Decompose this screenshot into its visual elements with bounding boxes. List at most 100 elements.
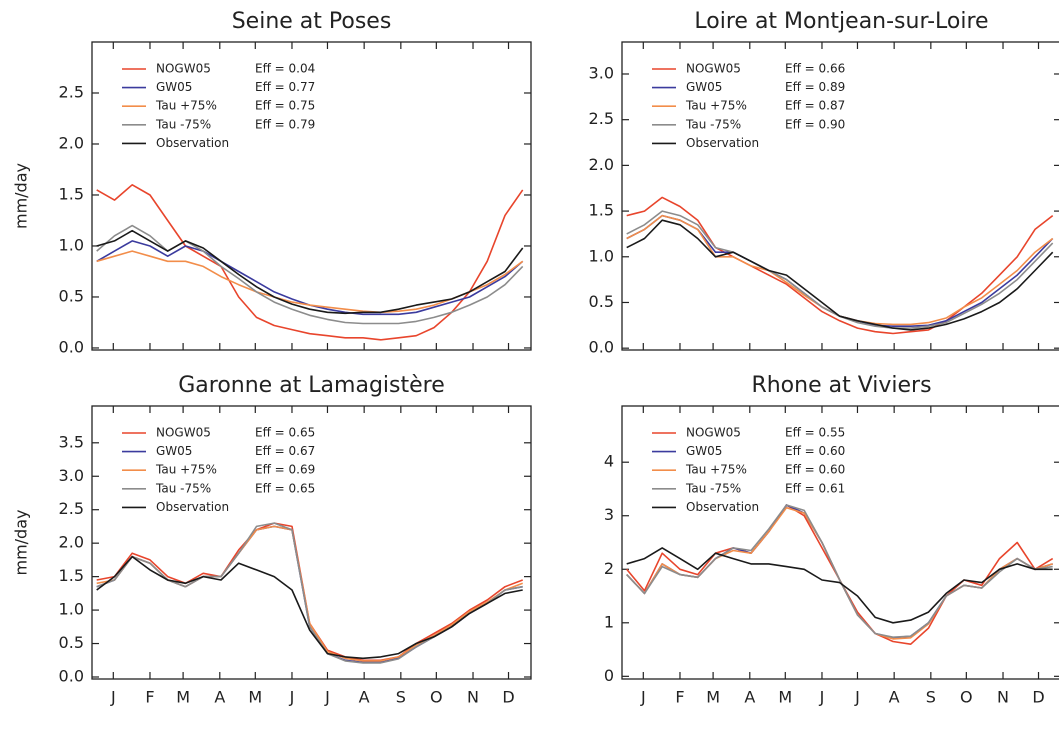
legend-annotation: Eff = 0.65 — [255, 481, 315, 495]
legend-label: Tau +75% — [685, 99, 747, 113]
legend-label: Tau +75% — [155, 463, 217, 477]
x-tick-label: J — [324, 688, 330, 707]
legend-label: NOGW05 — [156, 62, 211, 76]
y-tick-label: 2.5 — [59, 499, 84, 518]
legend-annotation: Eff = 0.61 — [785, 481, 845, 495]
y-tick-label: 2.0 — [59, 133, 84, 152]
legend-annotation: Eff = 0.67 — [255, 444, 315, 458]
legend-label: Tau +75% — [155, 99, 217, 113]
legend-label: Tau +75% — [685, 463, 747, 477]
y-tick-label: 2.5 — [589, 109, 614, 128]
panel: Garonne at Lamagistère mm/day 0.0 0.5 1.0 1.5… — [12, 373, 532, 707]
plot-frame — [91, 41, 532, 351]
x-tick-label: A — [889, 688, 900, 707]
legend-label: Observation — [156, 500, 229, 514]
x-tick-label: J — [640, 688, 646, 707]
series-line — [626, 219, 1054, 331]
legend-annotation: Eff = 0.04 — [255, 62, 315, 76]
series-line — [96, 555, 523, 660]
y-tick-label: 1.0 — [589, 246, 614, 265]
series-line — [626, 196, 1054, 335]
x-tick-label: J — [854, 688, 860, 707]
x-tick-label: N — [997, 688, 1009, 707]
panel-title: Rhone at Viviers — [751, 373, 931, 398]
legend-label: GW05 — [686, 444, 722, 458]
legend: NOGW05 Eff = 0.04 GW05 Eff = 0.77 Tau +75% Ef… — [122, 62, 315, 150]
legend-annotation: Eff = 0.79 — [255, 117, 315, 131]
plot-area — [96, 522, 523, 664]
series-line — [626, 504, 1054, 645]
x-tick-label: J — [110, 688, 116, 707]
y-tick-label: 0.0 — [59, 337, 84, 356]
legend-annotation: Eff = 0.77 — [255, 80, 315, 94]
legend-label: Tau -75% — [685, 117, 741, 131]
legend-annotation: Eff = 0.60 — [785, 463, 845, 477]
legend: NOGW05 Eff = 0.55 GW05 Eff = 0.60 Tau +75% Ef… — [652, 426, 845, 514]
y-tick-label: 3.0 — [59, 466, 84, 485]
y-tick-label: 2.5 — [59, 82, 84, 101]
legend-label: GW05 — [686, 80, 722, 94]
plot-area — [626, 196, 1054, 335]
y-tick-label: 0.0 — [589, 338, 614, 357]
legend: NOGW05 Eff = 0.66 GW05 Eff = 0.89 Tau +75% Ef… — [652, 62, 845, 150]
x-tick-label: D — [502, 688, 514, 707]
x-tick-label: J — [289, 688, 295, 707]
legend-label: Observation — [686, 500, 759, 514]
series-line — [96, 522, 523, 662]
x-tick-label: A — [359, 688, 370, 707]
y-tick-label: 3.0 — [589, 63, 614, 82]
legend-label: Tau -75% — [685, 481, 741, 495]
series-line — [96, 184, 524, 341]
y-tick-label: 1.5 — [59, 184, 84, 203]
x-tick-label: O — [960, 688, 973, 707]
y-axis-label: mm/day — [12, 510, 31, 576]
plot-frame — [621, 405, 1059, 680]
y-tick-label: 2.0 — [59, 533, 84, 552]
plot-area — [626, 504, 1054, 645]
x-tick-label: M — [778, 688, 792, 707]
y-tick-label: 3.5 — [59, 432, 84, 451]
series-line — [626, 504, 1053, 638]
x-tick-label: S — [396, 688, 406, 707]
series-line — [96, 522, 523, 664]
y-tick-label: 0.0 — [59, 666, 84, 685]
panel: Rhone at Viviers 0 1 2 3 4 J F M A M J J A S O N D NOGW05 E… — [604, 373, 1059, 707]
series-line — [96, 229, 524, 315]
y-tick-label: 4 — [604, 452, 614, 471]
y-tick-label: 2.0 — [589, 155, 614, 174]
series-line — [626, 504, 1053, 639]
y-tick-label: 1 — [604, 612, 614, 631]
x-tick-label: D — [1032, 688, 1044, 707]
y-axis-label: mm/day — [12, 163, 31, 229]
legend-annotation: Eff = 0.90 — [785, 117, 845, 131]
panel: Loire at Montjean-sur-Loire 0.0 0.5 1.0 1.5 2… — [589, 9, 1059, 357]
y-tick-label: 0.5 — [59, 633, 84, 652]
x-tick-label: N — [467, 688, 479, 707]
legend-label: NOGW05 — [686, 426, 741, 440]
series-line — [626, 210, 1054, 329]
panel: Seine at Poses mm/day 0.0 0.5 1.0 1.5 2.0 2.5 NO… — [12, 9, 532, 356]
series-line — [96, 525, 523, 662]
legend-annotation: Eff = 0.75 — [255, 99, 315, 113]
legend-label: GW05 — [156, 80, 192, 94]
legend-label: Observation — [686, 136, 759, 150]
y-tick-label: 1.5 — [59, 566, 84, 585]
legend: NOGW05 Eff = 0.65 GW05 Eff = 0.67 Tau +75% Ef… — [122, 426, 315, 514]
series-line — [626, 547, 1053, 624]
legend-annotation: Eff = 0.60 — [785, 444, 845, 458]
x-tick-label: M — [706, 688, 720, 707]
legend-label: NOGW05 — [156, 426, 211, 440]
y-tick-label: 0.5 — [59, 286, 84, 305]
x-tick-label: A — [744, 688, 755, 707]
panel-title: Seine at Poses — [232, 9, 392, 34]
x-tick-label: M — [176, 688, 190, 707]
x-tick-label: F — [145, 688, 154, 707]
plot-frame — [621, 41, 1059, 351]
legend-annotation: Eff = 0.89 — [785, 80, 845, 94]
plot-area — [96, 184, 524, 341]
x-tick-label: J — [819, 688, 825, 707]
x-tick-label: F — [675, 688, 684, 707]
legend-label: Tau -75% — [155, 481, 211, 495]
